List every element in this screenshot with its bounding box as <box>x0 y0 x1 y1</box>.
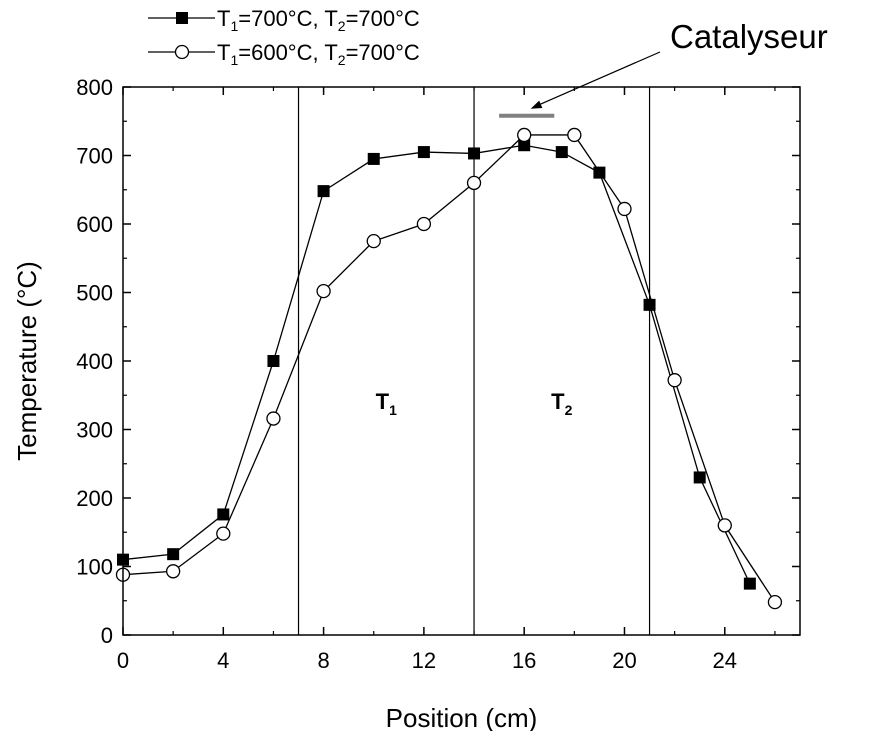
y-tick-label: 400 <box>76 349 113 374</box>
y-tick-label: 600 <box>76 212 113 237</box>
region-label-main: T <box>376 389 390 414</box>
catalyst-arrow-head <box>530 100 543 109</box>
y-tick-label: 500 <box>76 281 113 306</box>
legend-marker-2 <box>174 44 190 60</box>
series-2-point <box>617 201 632 217</box>
series-2-point <box>567 127 582 143</box>
series-1-point <box>518 139 531 152</box>
legend-marker-1 <box>176 12 188 24</box>
legend-label-text: T <box>217 6 230 31</box>
region-label-sub: 2 <box>565 402 573 418</box>
legend-label-subscript: 2 <box>338 52 346 68</box>
series-2-point <box>717 518 732 533</box>
series-line-1 <box>122 144 751 584</box>
x-tick-label: 16 <box>512 648 536 673</box>
y-tick-label: 0 <box>101 623 113 648</box>
legend-label-subscript: 1 <box>230 18 238 34</box>
series-2-point <box>366 233 381 249</box>
series-1-point <box>217 508 230 521</box>
region-label-main: T <box>551 389 565 414</box>
series-2-point <box>165 564 181 579</box>
x-axis-label: Position (cm) <box>386 703 538 731</box>
legend-label-1: T1=700°C, T2=700°C <box>217 6 420 34</box>
x-tick-label: 12 <box>412 648 436 673</box>
y-axis-label: Temperature (°C) <box>12 261 42 461</box>
axes: 0 4 8 12 16 20 240100200300400500600700800Posi… <box>12 75 801 731</box>
series-2-point <box>416 216 432 232</box>
legend-label-text: =700°C <box>346 40 420 65</box>
series-2-point <box>767 594 783 610</box>
y-tick-label: 700 <box>76 144 113 169</box>
series-1-point <box>555 146 568 159</box>
series-2-point <box>667 373 682 388</box>
legend-label-text: =700°C <box>346 6 420 31</box>
legend: T1=700°C, T2=700°CT1=600°C, T2=700°C <box>148 6 420 68</box>
region-label-sub: 1 <box>389 402 397 418</box>
y-tick-label: 300 <box>76 418 113 443</box>
series-1-point <box>643 298 656 311</box>
series-2-point <box>466 175 482 191</box>
x-tick-label: 0 <box>117 648 129 673</box>
series-1-point <box>267 355 280 367</box>
series-1-point <box>317 185 330 198</box>
series-2-point <box>316 283 331 299</box>
legend-label-2: T1=600°C, T2=700°C <box>217 40 420 68</box>
series-1-point <box>468 147 481 160</box>
legend-label-subscript: 1 <box>230 52 238 68</box>
x-tick-label: 24 <box>713 648 737 673</box>
region-label: T2 <box>551 389 572 418</box>
series-1-point <box>693 471 706 484</box>
series-2-point <box>216 526 231 541</box>
y-tick-label: 100 <box>76 555 113 580</box>
series-line-2 <box>122 134 776 603</box>
series-1-point <box>167 548 180 561</box>
series-2-point <box>266 411 281 426</box>
legend-label-subscript: 2 <box>338 18 346 34</box>
region-label: T1 <box>376 389 397 418</box>
catalyst-label: Catalyseur <box>670 18 828 55</box>
legend-label-text: =700°C, T <box>238 6 338 31</box>
x-tick-label: 8 <box>317 648 329 673</box>
catalyst-arrow-line <box>536 51 661 107</box>
series-1-point <box>417 146 430 159</box>
y-tick-label: 200 <box>76 486 113 511</box>
x-tick-label: 4 <box>217 648 229 673</box>
series-1-point <box>367 152 380 165</box>
x-tick-label: 20 <box>612 648 636 673</box>
legend-label-text: =600°C, T <box>238 40 338 65</box>
series-2-point <box>517 127 532 143</box>
series-1-point <box>743 577 756 590</box>
legend-label-text: T <box>217 40 230 65</box>
y-tick-label: 800 <box>76 75 113 100</box>
plot-frame <box>122 86 801 636</box>
